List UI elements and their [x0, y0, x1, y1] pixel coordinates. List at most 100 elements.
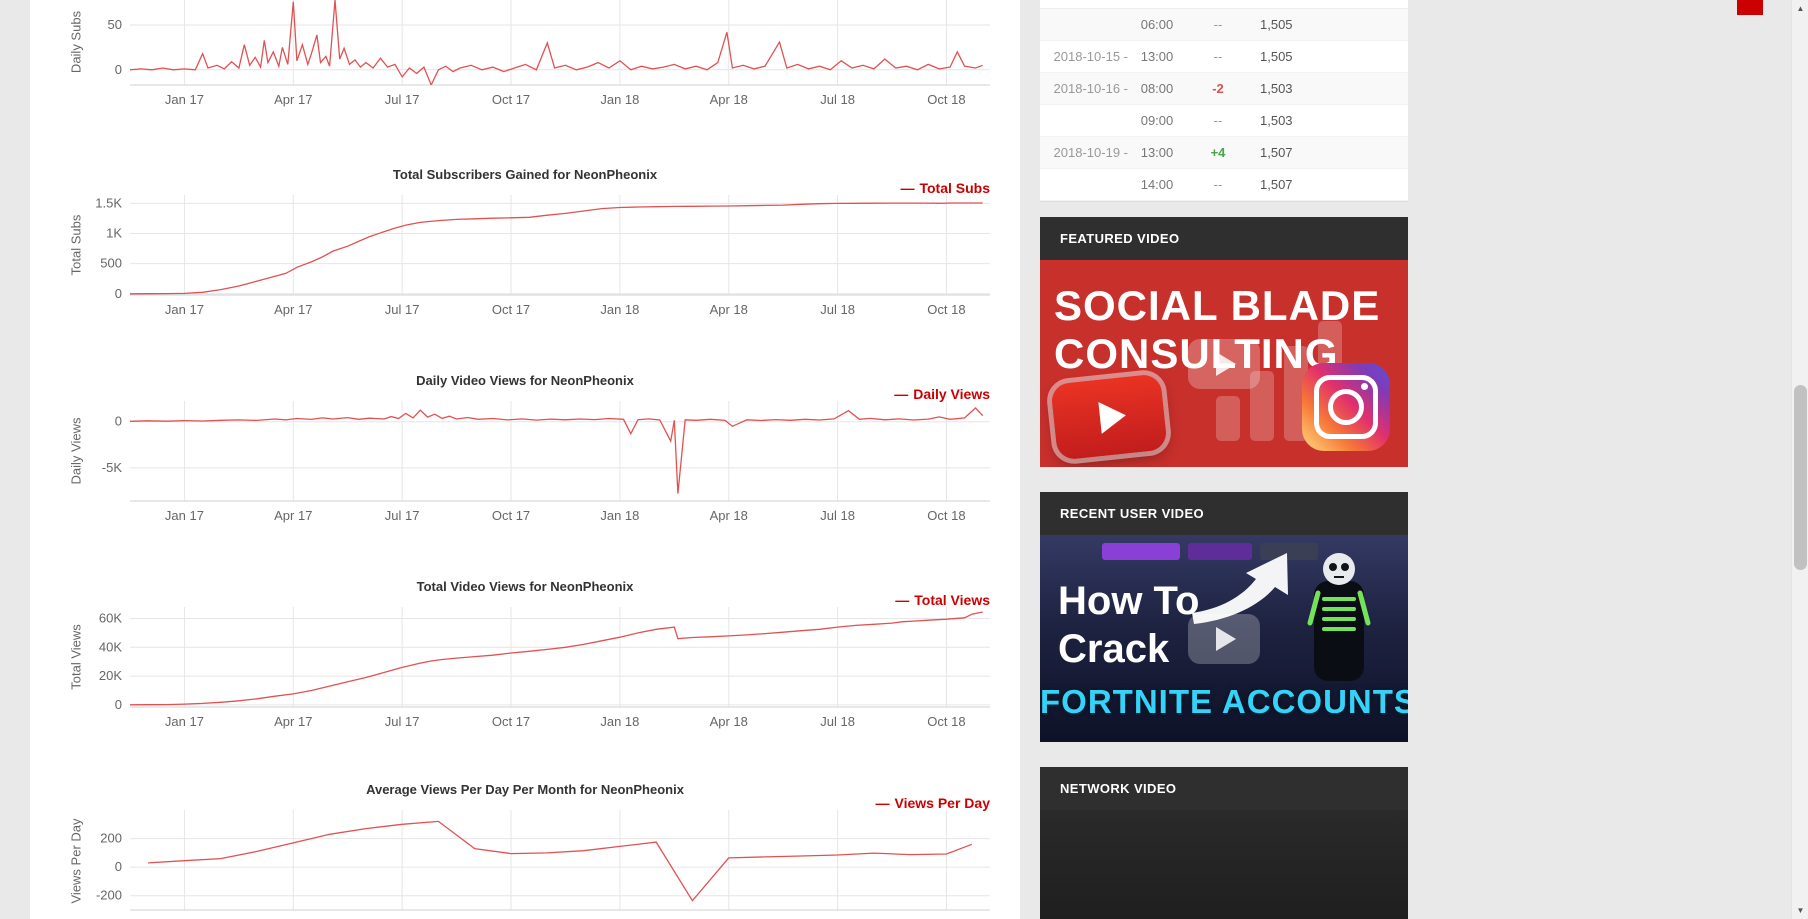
scrollbar-thumb[interactable] — [1794, 385, 1807, 570]
svg-text:1K: 1K — [106, 226, 122, 241]
svg-text:60K: 60K — [99, 611, 122, 626]
featured-video-panel: FEATURED VIDEO SOCIAL BLADE CONSULTING — [1040, 217, 1408, 467]
svg-text:Oct 18: Oct 18 — [927, 302, 965, 317]
play-triangle-icon — [1216, 351, 1236, 376]
row-date: 2018-10-19 - — [1053, 145, 1128, 160]
svg-text:0: 0 — [115, 414, 122, 429]
instagram-frame — [1314, 375, 1378, 439]
skeleton-character-graphic — [1296, 547, 1382, 692]
recent-user-video-panel: RECENT USER VIDEO How To Crack FO — [1040, 492, 1408, 742]
svg-text:Apr 18: Apr 18 — [710, 508, 748, 523]
featured-thumb-title: SOCIAL BLADE CONSULTING — [1054, 282, 1380, 378]
svg-text:Jan 17: Jan 17 — [165, 714, 204, 729]
row-change: -- — [1213, 113, 1223, 128]
featured-video-thumbnail[interactable]: SOCIAL BLADE CONSULTING — [1040, 260, 1408, 467]
daily-views-plot[interactable]: Jan 17 Apr 17 Jul 17 Oct 17 Jan 18 Apr 18 Jul … — [30, 398, 1020, 528]
total-views-plot[interactable]: Jan 17 Apr 17 Jul 17 Oct 17 Jan 18 Apr 18 Jul … — [30, 604, 1020, 734]
svg-text:Jan 18: Jan 18 — [600, 714, 639, 729]
svg-text:1.5K: 1.5K — [95, 195, 122, 210]
table-row: 09:00 -- 1,503 — [1040, 105, 1408, 137]
recent-thumb-title-line1: How To — [1058, 579, 1200, 623]
average-views-chart: Average Views Per Day Per Month for Neon… — [30, 782, 1020, 919]
svg-text:Jul 18: Jul 18 — [820, 302, 855, 317]
svg-text:Jan 18: Jan 18 — [600, 92, 639, 107]
total-subscribers-chart: Total Subscribers Gained for NeonPheonix… — [30, 167, 1020, 322]
svg-text:Jul 18: Jul 18 — [820, 508, 855, 523]
row-total: 1,505 — [1260, 17, 1293, 32]
youtube-play-triangle — [1098, 399, 1128, 434]
arrow-graphic — [1192, 553, 1288, 624]
featured-thumb-title-line2: CONSULTING — [1054, 329, 1339, 377]
network-video-header-label: NETWORK VIDEO — [1060, 781, 1177, 796]
legend-line-swatch: — — [894, 386, 909, 402]
svg-text:0: 0 — [115, 697, 122, 712]
svg-text:40K: 40K — [99, 639, 122, 654]
row-time: 13:00 — [1140, 49, 1174, 64]
table-row: 2018-10-15 - 13:00 -- 1,505 — [1040, 41, 1408, 73]
table-row: 2018-10-19 - 13:00 +4 1,507 — [1040, 137, 1408, 169]
svg-text:Jul 17: Jul 17 — [385, 302, 420, 317]
legend-label: Daily Views — [913, 386, 990, 402]
svg-text:Oct 18: Oct 18 — [927, 714, 965, 729]
row-change: -- — [1213, 177, 1223, 192]
daily-views-chart: Daily Video Views for NeonPheonix — Daily… — [30, 373, 1020, 528]
instagram-logo-icon — [1302, 363, 1390, 451]
recent-video-thumbnail[interactable]: How To Crack FORTNITE ACCOUNTS — [1040, 535, 1408, 742]
chart-legend[interactable]: — Total Views — [895, 592, 990, 608]
svg-text:Jan 17: Jan 17 — [165, 92, 204, 107]
average-views-plot[interactable]: Jan 17 Apr 17 Jul 17 Oct 17 Jan 18 Apr 18 Jul … — [30, 807, 1020, 919]
featured-thumb-title-line1: SOCIAL BLADE — [1054, 282, 1381, 329]
row-total: 1,503 — [1260, 113, 1293, 128]
vertical-scrollbar[interactable]: ▲ ▼ — [1791, 0, 1808, 919]
y-axis-title-total-subs: Total Subs — [68, 214, 84, 276]
svg-text:Oct 17: Oct 17 — [492, 714, 530, 729]
svg-text:Jan 18: Jan 18 — [600, 917, 639, 919]
daily-subscribers-plot[interactable]: Jan 17 Apr 17 Jul 17 Oct 17 Jan 18 Apr 18 Jul … — [30, 0, 1020, 112]
recent-thumb-title-line3: FORTNITE ACCOUNTS — [1040, 683, 1408, 720]
svg-text:Oct 17: Oct 17 — [492, 92, 530, 107]
svg-text:0: 0 — [115, 859, 122, 874]
row-time: 14:00 — [1140, 177, 1174, 192]
chart-legend[interactable]: — Views Per Day — [876, 795, 990, 811]
svg-text:20K: 20K — [99, 668, 122, 683]
row-change: -2 — [1212, 81, 1224, 96]
chart-legend[interactable]: — Total Subs — [900, 180, 990, 196]
svg-text:Oct 17: Oct 17 — [492, 302, 530, 317]
svg-text:Jul 17: Jul 17 — [385, 92, 420, 107]
svg-text:0: 0 — [115, 62, 122, 77]
table-row: 06:00 -- 1,505 — [1040, 9, 1408, 41]
recent-thumb-title-line2: Crack — [1058, 627, 1170, 671]
svg-text:Jul 18: Jul 18 — [820, 92, 855, 107]
svg-text:Jan 17: Jan 17 — [165, 302, 204, 317]
row-change: -- — [1213, 49, 1223, 64]
chart-legend[interactable]: — Daily Views — [894, 386, 990, 402]
network-video-thumbnail[interactable] — [1040, 810, 1408, 919]
y-axis-title-views-per-day: Views Per Day — [68, 818, 84, 904]
svg-text:Oct 18: Oct 18 — [927, 917, 965, 919]
scrollbar-down-arrow-icon[interactable]: ▼ — [1796, 906, 1805, 915]
svg-text:Apr 18: Apr 18 — [710, 917, 748, 919]
legend-line-swatch: — — [875, 795, 890, 811]
svg-text:Jul 17: Jul 17 — [385, 714, 420, 729]
svg-text:Jul 18: Jul 18 — [820, 917, 855, 919]
svg-text:Apr 17: Apr 17 — [274, 92, 312, 107]
svg-text:Jan 18: Jan 18 — [600, 508, 639, 523]
svg-text:200: 200 — [100, 831, 122, 846]
chart-title: Average Views Per Day Per Month for Neon… — [366, 782, 684, 797]
svg-text:500: 500 — [100, 256, 122, 271]
daily-subscribers-chart: Jan 17 Apr 17 Jul 17 Oct 17 Jan 18 Apr 18 Jul … — [30, 0, 1020, 112]
legend-label: Total Subs — [919, 180, 990, 196]
row-time: 13:00 — [1140, 145, 1174, 160]
svg-text:Oct 17: Oct 17 — [492, 917, 530, 919]
row-time: 06:00 — [1140, 17, 1174, 32]
row-total: 1,503 — [1260, 81, 1293, 96]
total-subscribers-plot[interactable]: Jan 17 Apr 17 Jul 17 Oct 17 Jan 18 Apr 18 Jul … — [30, 192, 1020, 322]
play-button-overlay — [1188, 338, 1260, 389]
svg-text:50: 50 — [108, 17, 122, 32]
row-change: -- — [1213, 17, 1223, 32]
scrollbar-up-arrow-icon[interactable]: ▲ — [1796, 4, 1805, 13]
table-row-clipped — [1040, 0, 1408, 9]
locker-ui-tabs — [1102, 543, 1318, 560]
svg-text:Oct 18: Oct 18 — [927, 508, 965, 523]
row-total: 1,507 — [1260, 177, 1293, 192]
